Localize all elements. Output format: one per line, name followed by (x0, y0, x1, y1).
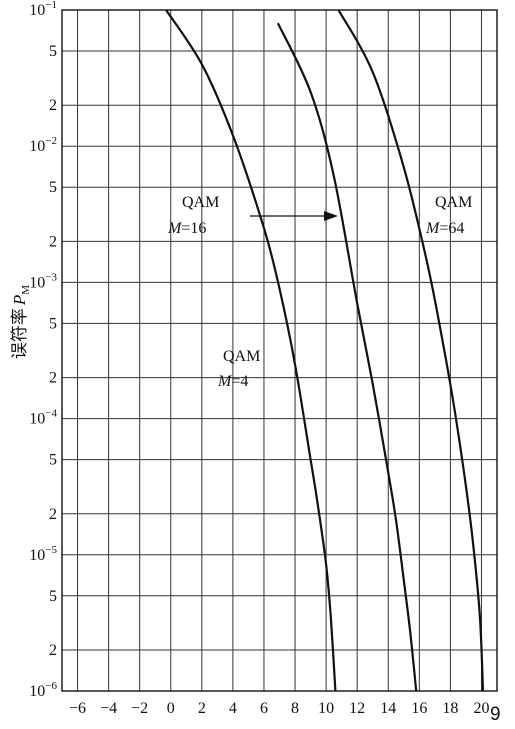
annotation-m4-eq: =4 (231, 373, 248, 390)
y-tick-label: 2 (49, 370, 57, 387)
y-tick-label: 2 (49, 506, 57, 523)
annotation-m16-var: M (167, 220, 183, 237)
x-tick-label: 12 (349, 700, 365, 717)
svg-text:M=4: M=4 (217, 373, 248, 390)
y-tick-label: 2 (49, 233, 57, 250)
x-tick-label: 8 (291, 700, 299, 717)
x-tick-label: 10 (318, 700, 334, 717)
svg-text:M=16: M=16 (167, 220, 206, 237)
y-tick-label: 5 (49, 315, 57, 332)
x-tick-label: 2 (198, 700, 206, 717)
y-tick-label: 5 (49, 452, 57, 469)
annotation-m64: QAM M=64 (425, 194, 472, 237)
y-tick-label: 10−5 (29, 544, 57, 564)
y-axis-label-main: 误符率 (10, 308, 29, 359)
curve-qam-m64 (337, 9, 485, 692)
y-tick-label: 10−4 (29, 408, 57, 428)
grid (62, 9, 497, 692)
y-tick-labels: 10−1 5 2 10−2 5 2 10−3 5 2 10−4 5 2 10−5 5 2 10−6 (29, 0, 57, 700)
svg-text:M=64: M=64 (425, 220, 464, 237)
y-tick-label: 5 (49, 43, 57, 60)
y-tick-label: 10−2 (29, 135, 57, 155)
curve-qam-m16 (276, 22, 418, 692)
x-tick-label: 20 (473, 700, 489, 717)
annotation-m4: QAM M=4 (217, 348, 260, 390)
x-tick-label: 6 (260, 700, 268, 717)
page-number: 9 (490, 704, 501, 725)
x-tick-label: −2 (131, 700, 148, 717)
plot-frame (61, 9, 498, 692)
x-tick-label: 4 (229, 700, 237, 717)
annotation-m64-eq: =64 (439, 220, 464, 237)
y-tick-label: 5 (49, 588, 57, 605)
y-tick-label: 10−3 (29, 271, 57, 291)
y-axis-label-symbol: P (10, 295, 29, 306)
x-tick-label: 18 (442, 700, 458, 717)
annotation-m16-eq: =16 (181, 220, 206, 237)
annotation-m4-line1: QAM (223, 348, 260, 365)
annotation-m16: QAM M=16 (167, 194, 219, 237)
x-tick-label: −4 (100, 700, 117, 717)
curves (165, 9, 485, 692)
y-tick-label: 2 (49, 97, 57, 114)
annotation-arrow (250, 211, 338, 221)
x-tick-label: 14 (380, 700, 396, 717)
annotation-m64-line1: QAM (435, 194, 472, 211)
x-tick-label: −6 (69, 700, 86, 717)
y-tick-label: 5 (49, 179, 57, 196)
annotation-m4-var: M (217, 373, 233, 390)
plot-border (61, 9, 498, 692)
x-tick-label: 16 (411, 700, 427, 717)
curve-qam-m4 (165, 9, 337, 692)
annotation-m16-line1: QAM (182, 194, 219, 211)
y-tick-label: 10−6 (29, 680, 57, 700)
y-axis-label: 误符率 PM (10, 285, 32, 359)
y-tick-label: 2 (49, 642, 57, 659)
annotation-m64-var: M (425, 220, 441, 237)
x-tick-labels: −6 −4 −2 0 2 4 6 8 10 12 14 16 18 20 (69, 700, 489, 717)
x-tick-label: 0 (167, 700, 175, 717)
y-axis-label-subscript: M (20, 285, 32, 295)
y-tick-label: 10−1 (29, 0, 57, 19)
